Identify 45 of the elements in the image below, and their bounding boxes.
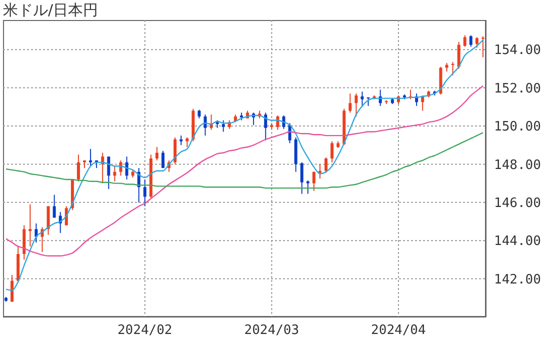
candlestick bbox=[475, 36, 478, 48]
candlestick bbox=[155, 146, 158, 161]
y-tick-label: 152.00 bbox=[494, 81, 541, 96]
y-tick-label: 154.00 bbox=[494, 43, 541, 58]
candlestick bbox=[306, 180, 310, 194]
x-tick-label: 2024/04 bbox=[371, 323, 426, 338]
candlestick bbox=[354, 93, 358, 117]
candlestick bbox=[89, 148, 92, 167]
x-tick-label: 2024/02 bbox=[117, 323, 172, 338]
candlestick bbox=[28, 204, 32, 247]
candlestick bbox=[324, 157, 328, 174]
candlestick bbox=[222, 120, 225, 132]
line-series bbox=[5, 85, 484, 256]
x-tick-label: 2024/03 bbox=[244, 323, 300, 338]
candlestick bbox=[174, 136, 177, 165]
candlestick bbox=[300, 162, 304, 194]
candlestick bbox=[210, 114, 213, 130]
candlestick bbox=[107, 156, 110, 190]
candlestick bbox=[180, 135, 183, 146]
candlestick bbox=[318, 164, 322, 180]
y-tick-label: 146.00 bbox=[494, 196, 541, 212]
candlestick bbox=[34, 222, 38, 244]
candlestick bbox=[76, 154, 80, 182]
y-tick-label: 148.00 bbox=[494, 158, 541, 173]
candlestick bbox=[348, 93, 352, 114]
candlestick bbox=[161, 150, 164, 169]
candlestick bbox=[186, 136, 189, 148]
chart-title: 米ドル/日本円 bbox=[3, 1, 98, 19]
y-tick-label: 142.00 bbox=[494, 272, 541, 288]
candlestick bbox=[360, 91, 364, 108]
candlestick bbox=[52, 194, 56, 218]
candlestick bbox=[143, 178, 146, 207]
candlestick bbox=[451, 62, 454, 76]
y-tick-label: 150.00 bbox=[494, 120, 541, 135]
line-series bbox=[5, 132, 484, 189]
candlestick bbox=[463, 34, 466, 48]
candlestick bbox=[46, 206, 50, 236]
candlestick bbox=[457, 41, 460, 70]
candlestick bbox=[264, 112, 268, 141]
y-tick-label: 144.00 bbox=[494, 234, 541, 250]
candlestick bbox=[481, 36, 484, 58]
candlestick bbox=[113, 166, 116, 182]
candlestick bbox=[469, 34, 472, 48]
candlestick bbox=[312, 171, 316, 192]
candlestick bbox=[330, 140, 334, 163]
